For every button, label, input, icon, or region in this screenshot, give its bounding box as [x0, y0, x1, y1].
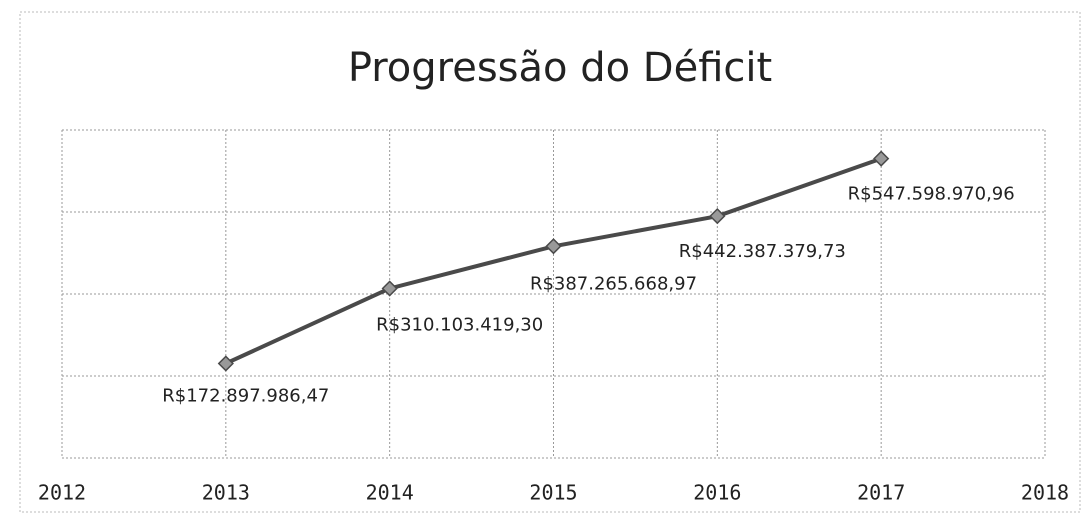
marker	[217, 355, 234, 372]
x-tick-label: 2012	[38, 481, 86, 505]
x-tick-label: 2015	[529, 481, 577, 505]
data-label: R$172.897.986,47	[162, 385, 329, 406]
marker	[381, 280, 398, 297]
x-tick-label: 2014	[366, 481, 414, 505]
chart-title: Progressão do Déficit	[348, 45, 772, 91]
data-label: R$310.103.419,30	[376, 314, 543, 335]
x-tick-label: 2013	[202, 481, 250, 505]
data-label: R$387.265.668,97	[530, 273, 697, 294]
chart-frame	[19, 11, 1081, 513]
marker	[545, 238, 562, 255]
marker	[873, 150, 890, 167]
x-tick-label: 2016	[693, 481, 741, 505]
x-tick-label: 2017	[857, 481, 905, 505]
marker	[709, 208, 726, 225]
data-label: R$547.598.970,96	[848, 184, 1015, 205]
data-label: R$442.387.379,73	[679, 241, 846, 262]
x-tick-label: 2018	[1021, 481, 1069, 505]
